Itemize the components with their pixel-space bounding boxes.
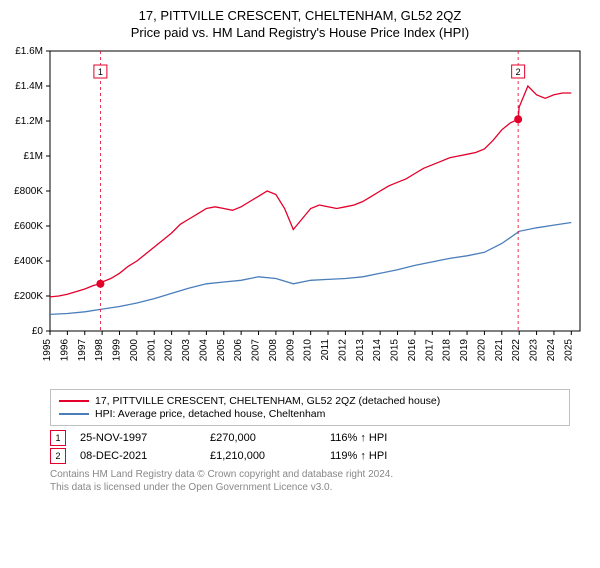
svg-text:2015: 2015 — [390, 339, 401, 362]
svg-text:1: 1 — [98, 67, 103, 77]
svg-text:2008: 2008 — [268, 339, 279, 362]
footer-line: Contains HM Land Registry data © Crown c… — [50, 468, 570, 481]
svg-text:£1.6M: £1.6M — [15, 46, 43, 57]
svg-text:2017: 2017 — [424, 339, 435, 362]
svg-text:2009: 2009 — [285, 339, 296, 362]
legend-swatch — [59, 413, 89, 415]
footer-line: This data is licensed under the Open Gov… — [50, 481, 570, 494]
svg-text:1996: 1996 — [59, 339, 70, 362]
svg-text:2005: 2005 — [216, 339, 227, 362]
svg-text:£1.2M: £1.2M — [15, 116, 43, 127]
title-subtitle: Price paid vs. HM Land Registry's House … — [0, 25, 600, 40]
sale-delta: 116% ↑ HPI — [330, 432, 450, 444]
svg-text:1997: 1997 — [77, 339, 88, 362]
legend-item: 17, PITTVILLE CRESCENT, CHELTENHAM, GL52… — [59, 395, 561, 407]
attribution-footer: Contains HM Land Registry data © Crown c… — [50, 468, 570, 494]
svg-text:2: 2 — [516, 67, 521, 77]
svg-text:£200K: £200K — [14, 291, 43, 302]
svg-text:1995: 1995 — [42, 339, 53, 362]
legend-item: HPI: Average price, detached house, Chel… — [59, 408, 561, 420]
svg-text:2006: 2006 — [233, 339, 244, 362]
svg-text:£1M: £1M — [24, 151, 43, 162]
sale-marker-icon: 1 — [50, 430, 66, 446]
title-address: 17, PITTVILLE CRESCENT, CHELTENHAM, GL52… — [0, 8, 600, 23]
svg-text:£1.4M: £1.4M — [15, 81, 43, 92]
legend-swatch — [59, 400, 89, 402]
svg-text:2020: 2020 — [476, 339, 487, 362]
sale-date: 25-NOV-1997 — [80, 432, 210, 444]
sale-row: 1 25-NOV-1997 £270,000 116% ↑ HPI — [50, 430, 570, 446]
sale-delta: 119% ↑ HPI — [330, 450, 450, 462]
svg-text:£800K: £800K — [14, 186, 43, 197]
sale-marker-icon: 2 — [50, 448, 66, 464]
svg-text:2004: 2004 — [198, 339, 209, 362]
svg-text:£600K: £600K — [14, 221, 43, 232]
svg-text:2002: 2002 — [164, 339, 175, 362]
svg-text:2016: 2016 — [407, 339, 418, 362]
sale-price: £1,210,000 — [210, 450, 330, 462]
svg-text:2013: 2013 — [355, 339, 366, 362]
sales-table: 1 25-NOV-1997 £270,000 116% ↑ HPI 2 08-D… — [50, 430, 570, 464]
svg-text:2024: 2024 — [546, 339, 557, 362]
legend: 17, PITTVILLE CRESCENT, CHELTENHAM, GL52… — [50, 389, 570, 426]
svg-text:2025: 2025 — [563, 339, 574, 362]
svg-text:£0: £0 — [32, 326, 44, 337]
sale-date: 08-DEC-2021 — [80, 450, 210, 462]
svg-text:1998: 1998 — [94, 339, 105, 362]
svg-text:2023: 2023 — [529, 339, 540, 362]
svg-text:2019: 2019 — [459, 339, 470, 362]
svg-text:2014: 2014 — [372, 339, 383, 362]
svg-text:2000: 2000 — [129, 339, 140, 362]
svg-text:2021: 2021 — [494, 339, 505, 362]
svg-text:2003: 2003 — [181, 339, 192, 362]
svg-text:2011: 2011 — [320, 339, 331, 361]
sale-row: 2 08-DEC-2021 £1,210,000 119% ↑ HPI — [50, 448, 570, 464]
svg-text:2012: 2012 — [337, 339, 348, 362]
svg-text:1999: 1999 — [112, 339, 123, 362]
svg-text:£400K: £400K — [14, 256, 43, 267]
svg-text:2010: 2010 — [303, 339, 314, 362]
svg-text:2022: 2022 — [511, 339, 522, 362]
svg-text:2018: 2018 — [442, 339, 453, 362]
sale-price: £270,000 — [210, 432, 330, 444]
legend-label: HPI: Average price, detached house, Chel… — [95, 408, 325, 420]
legend-label: 17, PITTVILLE CRESCENT, CHELTENHAM, GL52… — [95, 395, 440, 407]
svg-text:2007: 2007 — [251, 339, 262, 362]
svg-text:2001: 2001 — [146, 339, 157, 362]
price-chart: £0 £200K £400K £600K £800K £1M £1.2M £1.4M £1.6M… — [0, 46, 600, 381]
